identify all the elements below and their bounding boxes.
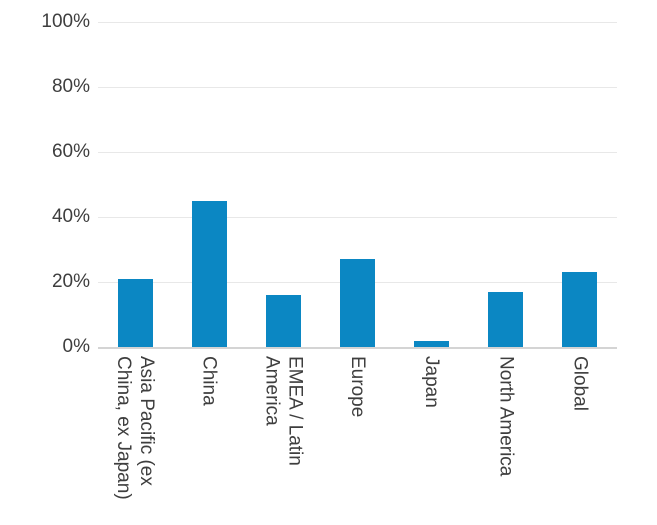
bar-space bbox=[395, 22, 469, 347]
bar-space bbox=[543, 22, 617, 347]
x-category-label: EMEA / Latin America bbox=[261, 356, 306, 466]
bar-space bbox=[172, 22, 246, 347]
x-axis-baseline bbox=[98, 347, 617, 349]
category-column: China bbox=[172, 22, 246, 500]
x-category-label: Asia Pacific (ex China, ex Japan) bbox=[113, 356, 158, 500]
gridline bbox=[98, 87, 617, 88]
y-tick-label: 40% bbox=[51, 206, 90, 227]
gridline bbox=[98, 217, 617, 218]
bars-and-labels: Asia Pacific (ex China, ex Japan) China EM… bbox=[98, 22, 617, 500]
gridline bbox=[98, 152, 617, 153]
y-tick-label: 100% bbox=[41, 11, 90, 32]
bar bbox=[562, 272, 598, 347]
bar-space bbox=[320, 22, 394, 347]
bar-space bbox=[469, 22, 543, 347]
gridline bbox=[98, 22, 617, 23]
bar bbox=[488, 291, 524, 347]
category-column: Global bbox=[543, 22, 617, 500]
bar-space bbox=[98, 22, 172, 347]
x-category-label: China bbox=[198, 356, 220, 406]
y-tick-label: 80% bbox=[51, 76, 90, 97]
category-column: Asia Pacific (ex China, ex Japan) bbox=[98, 22, 172, 500]
bar bbox=[265, 295, 301, 347]
bar bbox=[191, 200, 227, 347]
y-tick-label: 0% bbox=[62, 336, 90, 357]
y-tick-label: 20% bbox=[51, 271, 90, 292]
bar bbox=[414, 340, 450, 347]
category-column: Japan bbox=[395, 22, 469, 500]
category-column: EMEA / Latin America bbox=[246, 22, 320, 500]
x-category-label: North America bbox=[495, 356, 517, 477]
bar bbox=[117, 278, 153, 347]
x-category-label: Japan bbox=[421, 356, 443, 408]
category-column: Europe bbox=[320, 22, 394, 500]
category-column: North America bbox=[469, 22, 543, 500]
y-tick-label: 60% bbox=[51, 141, 90, 162]
x-category-label: Europe bbox=[346, 356, 368, 418]
bar-space bbox=[246, 22, 320, 347]
x-category-label: Global bbox=[569, 356, 591, 411]
bar bbox=[339, 259, 375, 347]
